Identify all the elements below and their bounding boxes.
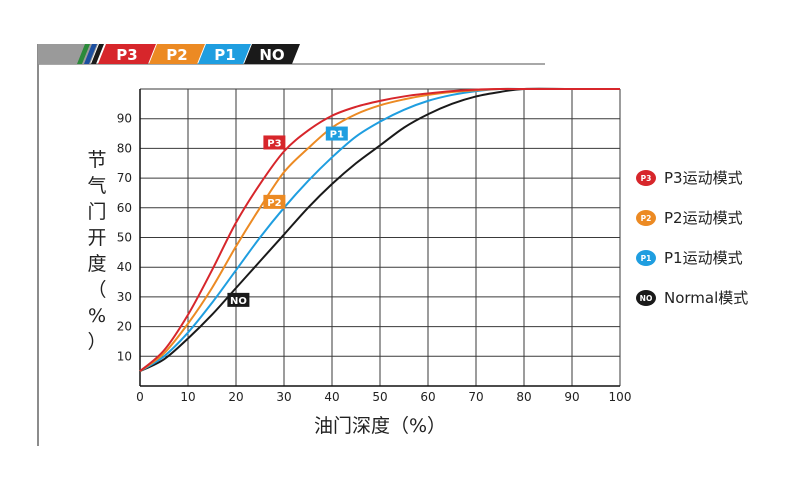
x-tick-label: 40 [324,390,339,404]
legend-item-p2: P2 P2运动模式 [636,209,743,227]
y-axis-label-char: 节 [87,149,106,171]
y-axis-label-char: 门 [87,201,106,223]
y-axis-label-char: ） [87,331,106,353]
x-tick-label: 70 [468,390,483,404]
x-tick-label: 10 [180,390,195,404]
curve-tag-p3: P3 [263,135,286,150]
header-stripe-blue [84,44,97,64]
header-stripe-green [77,44,90,64]
legend-label-p3: P3运动模式 [664,169,743,187]
y-tick-label: 10 [117,349,132,363]
header-stripe-black [91,44,104,64]
curve-tag-label-p1: P1 [330,130,344,141]
curve-tag-label-p2: P2 [267,198,281,209]
curve-tag-box-no [227,292,250,307]
y-axis-label-char: （ [87,279,106,301]
legend-label-no: Normal模式 [664,289,748,307]
y-axis-label-char: 度 [87,253,106,275]
legend-label-p2: P2运动模式 [664,209,743,227]
legend-item-p1: P1 P1运动模式 [636,249,743,267]
badge-no [244,44,300,64]
curve-tag-label-no: NO [230,296,247,307]
y-tick-label: 20 [117,320,132,334]
legend-label-p1: P1运动模式 [664,249,743,267]
legend-item-p3: P3 P3运动模式 [636,169,743,187]
curve-tag-p2: P2 [263,194,286,209]
y-tick-label: 40 [117,260,132,274]
curve-tag-no: NO [227,292,250,307]
curve-tag-box-p2 [263,194,286,209]
legend-icon-label-p3: P3 [641,174,652,183]
legend-icon-label-p2: P2 [641,214,652,223]
chart-series [139,87,620,373]
y-tick-label: 60 [117,201,132,215]
curve-tag-box-p3 [263,135,286,150]
x-tick-label: 100 [609,390,632,404]
x-axis-label: 油门深度（%） [314,415,446,437]
x-tick-label: 50 [372,390,387,404]
curve-tag-p1: P1 [325,126,348,141]
series-line-p3 [139,87,620,372]
x-tick-label: 90 [564,390,579,404]
badge-p3 [98,44,156,64]
curve-tag-label-p3: P3 [267,138,281,149]
x-tick-label: 30 [276,390,291,404]
y-axis-label-char: 开 [87,227,106,249]
y-tick-label: 90 [117,112,132,126]
y-tick-label: 80 [117,141,132,155]
legend-icon-label-p1: P1 [641,254,652,263]
badge-p2-label: P2 [166,46,187,64]
x-tick-label: 20 [228,390,243,404]
badge-p1-label: P1 [214,46,235,64]
curve-tag-box-p1 [325,126,348,141]
y-tick-label: 50 [117,231,132,245]
legend-item-no: NO Normal模式 [636,289,748,307]
badge-no-label: NO [259,46,284,64]
legend-icon-no [636,290,656,306]
y-tick-label: 70 [117,171,132,185]
x-tick-label: 80 [516,390,531,404]
legend-icon-p3 [636,170,656,186]
y-tick-label: 30 [117,290,132,304]
chart-curve-tags: P3 P2 P1 NO [227,126,348,307]
chart-legend: P3 P3运动模式 P2 P2运动模式 P1 P1运动模式 NO Normal模式 [636,169,748,307]
badge-p2 [149,44,205,64]
badge-p3-label: P3 [116,46,137,64]
y-axis-label-char: % [88,305,106,327]
series-line-no [139,87,620,373]
y-axis-label-char: 气 [87,175,106,197]
badge-p1 [198,44,251,64]
legend-icon-p2 [636,210,656,226]
x-tick-label: 0 [136,390,144,404]
mode-header-bar: P3 P2 P1 NO [38,44,300,64]
chart-axes: 0 10 20 30 40 50 60 70 80 90 100 10 20 30 40 50 60 70 80 90 [117,89,632,404]
legend-icon-p1 [636,250,656,266]
chart-grid [140,88,621,386]
legend-icon-label-no: NO [640,294,653,303]
x-tick-label: 60 [420,390,435,404]
